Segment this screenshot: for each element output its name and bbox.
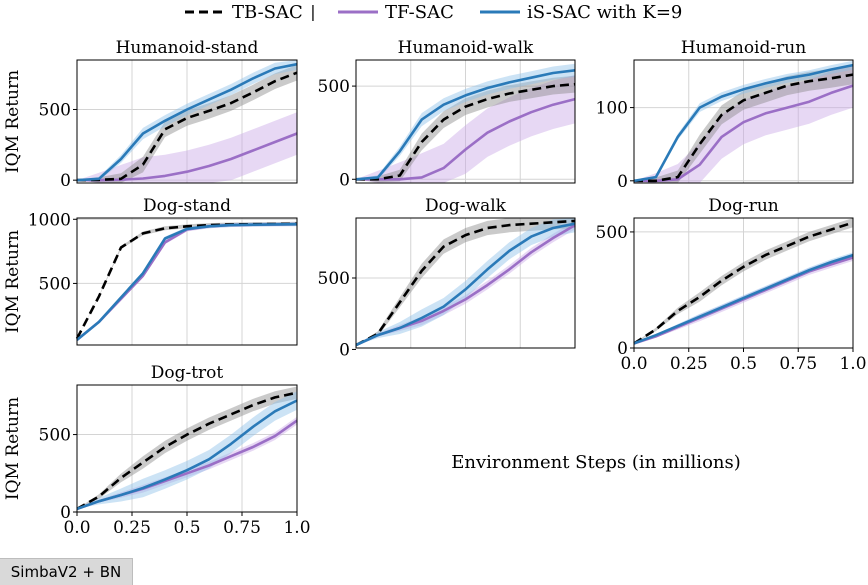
- ytick-label: 0: [60, 171, 71, 191]
- line-is-sac: [633, 63, 854, 183]
- ytick-label: 0: [339, 170, 350, 190]
- xtick-label: 0.5: [173, 518, 200, 538]
- legend-label-tb-sac: TB-SAC: [232, 2, 303, 23]
- ylabel: IQM Return: [3, 397, 23, 500]
- panel-title: Dog-trot: [151, 363, 224, 383]
- ytick-label: 1000: [28, 210, 71, 230]
- xtick-label: 0.25: [670, 354, 708, 374]
- ylabel: IQM Return: [3, 230, 23, 333]
- line-is-sac: [355, 222, 576, 347]
- line-tb-sac: [76, 71, 298, 182]
- line-is-sac: [76, 222, 298, 341]
- band-tb-sac: [356, 218, 575, 346]
- ytick-label: 500: [39, 100, 71, 120]
- xtick-label: 0.0: [620, 354, 647, 374]
- band-tf-sac: [356, 74, 575, 183]
- band-tb-sac: [77, 64, 297, 183]
- band-is-sac: [356, 63, 575, 180]
- ytick-label: 100: [596, 99, 628, 119]
- legend-label-tf-sac: TF-SAC: [385, 2, 454, 23]
- ytick-label: 0: [339, 340, 350, 360]
- panel-title: Dog-walk: [425, 196, 507, 216]
- panel-humanoid-stand: Humanoid-stand 0 500 IQM Return: [3, 38, 298, 191]
- ytick-label: 500: [39, 274, 71, 294]
- line-tb-sac: [356, 82, 576, 181]
- xtick-label: 0.75: [223, 518, 261, 538]
- ytick-label: 0: [617, 172, 628, 192]
- axes-frame: [355, 217, 576, 349]
- ytick-label: 500: [318, 269, 350, 289]
- ylabel: IQM Return: [3, 70, 23, 173]
- panel-title: Dog-stand: [143, 196, 231, 216]
- axes-frame: [633, 59, 854, 184]
- band-tb-sac: [356, 75, 575, 183]
- panel-title: Humanoid-stand: [116, 38, 259, 58]
- band-tb-sac: [634, 65, 853, 183]
- panel-title: Dog-run: [708, 196, 779, 216]
- panel-humanoid-run: Humanoid-run 0 100: [596, 38, 854, 192]
- band-is-sac: [634, 60, 853, 181]
- panel-dog-walk: Dog-walk 0 500: [318, 196, 576, 360]
- panel-title: Humanoid-run: [681, 38, 806, 58]
- ytick-label: 500: [596, 223, 628, 243]
- axes-frame: [76, 59, 298, 184]
- ytick-label: 0: [617, 339, 628, 359]
- line-is-sac: [633, 253, 854, 345]
- line-tb-sac: [633, 221, 854, 345]
- legend-label-is-sac-with-k-9: iS-SAC with K=9: [527, 2, 682, 23]
- ytick-label: 0: [60, 503, 71, 523]
- panel-title: Humanoid-walk: [398, 38, 534, 58]
- xtick-label: 1.0: [283, 518, 310, 538]
- xtick-label: 1.0: [839, 354, 866, 374]
- line-is-sac: [355, 69, 576, 181]
- axes-frame: [355, 59, 576, 184]
- line-tb-sac: [355, 219, 576, 347]
- footer-badge: SimbaV2 + BN: [0, 558, 133, 585]
- line-tf-sac: [634, 84, 854, 183]
- panel-dog-trot: Dog-trot 0 500 0.0 0.25 0.5 0.75 1.0 IQM Return: [3, 363, 311, 538]
- band-is-sac: [77, 60, 297, 181]
- line-tb-sac: [76, 391, 298, 511]
- line-is-sac: [76, 399, 298, 511]
- panel-dog-run: Dog-run 0 500 0.0 0.25 0.5 0.75 1.0: [596, 196, 867, 374]
- axes-frame: [76, 217, 298, 346]
- line-is-sac: [76, 62, 298, 182]
- xtick-label: 0.25: [113, 518, 151, 538]
- panel-humanoid-walk: Humanoid-walk 0 500: [318, 38, 576, 190]
- xlabel: Environment Steps (in millions): [451, 452, 741, 473]
- ytick-label: 500: [318, 77, 350, 97]
- legend-separator: |: [310, 2, 315, 21]
- band-tf-sac: [77, 112, 297, 183]
- line-tb-sac: [634, 73, 854, 183]
- ytick-label: 500: [39, 426, 71, 446]
- xtick-label: 0.75: [779, 354, 817, 374]
- band-is-sac: [356, 218, 575, 346]
- xtick-label: 0.0: [63, 518, 90, 538]
- line-tf-sac: [356, 97, 576, 181]
- xtick-label: 0.5: [730, 354, 757, 374]
- band-is-sac: [77, 391, 297, 509]
